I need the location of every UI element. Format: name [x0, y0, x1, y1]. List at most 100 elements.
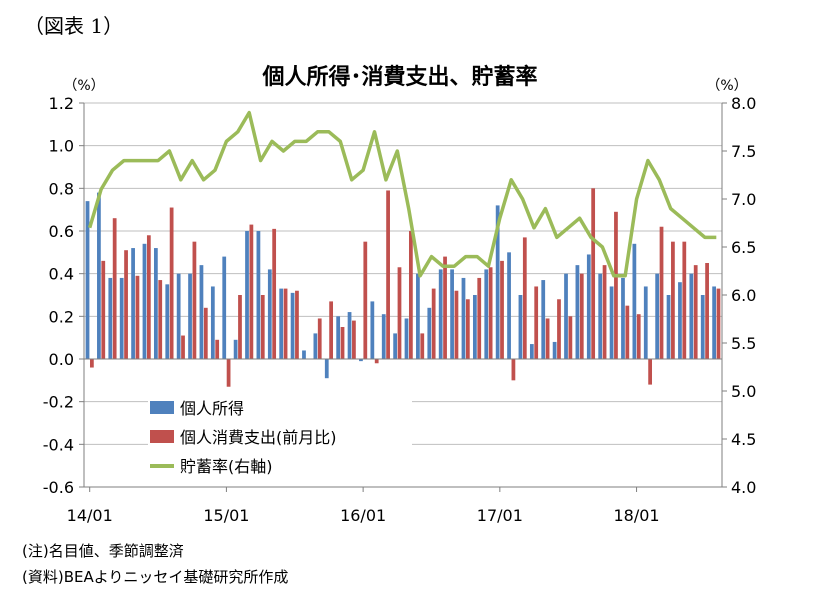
consumption-bar	[443, 256, 447, 359]
x-tick-label: 17/01	[477, 506, 523, 525]
consumption-bar	[522, 237, 527, 359]
x-tick-label: 16/01	[340, 506, 386, 525]
legend-swatch	[150, 430, 174, 443]
income-bar	[427, 307, 432, 359]
income-bar	[700, 295, 705, 359]
consumption-bar	[374, 359, 379, 364]
consumption-bar	[625, 305, 630, 359]
right-tick-label: 6.5	[731, 238, 756, 257]
consumption-bar	[511, 359, 516, 381]
left-tick-label: 0.8	[49, 179, 74, 198]
income-bar	[404, 318, 409, 359]
consumption-bar	[249, 224, 254, 359]
income-bar	[131, 248, 135, 359]
income-bar	[370, 301, 375, 359]
consumption-bar	[386, 190, 390, 359]
income-bar	[529, 344, 534, 359]
consumption-bar	[329, 301, 334, 359]
left-tick-label: 0.6	[49, 222, 74, 241]
income-bar	[142, 243, 147, 359]
income-bar	[632, 243, 637, 359]
consumption-bar	[591, 188, 596, 359]
right-tick-label: 4.0	[731, 478, 756, 497]
consumption-bar	[420, 333, 425, 359]
income-bar	[324, 359, 329, 379]
consumption-bar	[181, 335, 185, 359]
income-bar	[279, 288, 284, 359]
consumption-bar	[158, 280, 163, 359]
right-tick-label: 8.0	[731, 94, 756, 113]
income-bar	[712, 286, 717, 359]
consumption-bar	[226, 359, 231, 387]
chart-title: 個人所得･消費支出、貯蓄率	[261, 64, 537, 90]
income-bar	[598, 273, 603, 359]
right-tick-label: 7.5	[731, 142, 756, 161]
income-bar	[381, 314, 386, 359]
income-bar	[643, 286, 648, 359]
bars	[85, 188, 721, 387]
consumption-bar	[671, 241, 675, 359]
consumption-bar	[272, 228, 277, 359]
consumption-bar	[340, 327, 345, 359]
left-tick-label: 1.2	[49, 94, 74, 113]
income-bar	[222, 256, 227, 359]
left-tick-label: 0.0	[49, 350, 74, 369]
legend-label: 個人所得	[180, 399, 244, 418]
income-bar	[461, 277, 466, 359]
x-tick-label: 14/01	[67, 506, 113, 525]
consumption-bar	[693, 265, 698, 359]
consumption-bar	[352, 320, 356, 359]
income-bar	[484, 269, 489, 359]
income-bar	[359, 359, 363, 362]
consumption-bar	[124, 250, 128, 359]
consumption-bar	[534, 286, 539, 359]
income-bar	[495, 205, 500, 359]
consumption-bar	[659, 226, 664, 359]
income-bar	[153, 248, 158, 359]
legend-label: 貯蓄率(右軸)	[180, 457, 273, 476]
income-bar	[256, 231, 261, 359]
chart: 個人所得･消費支出、貯蓄率 （%） （%） 1.2 1.0 0.8 0.6 0.4 0.2…	[43, 64, 757, 525]
consumption-bar	[295, 290, 299, 359]
savings-rate-polyline	[88, 110, 717, 278]
income-bar	[678, 282, 682, 359]
consumption-bar	[465, 299, 470, 359]
income-bar	[267, 269, 272, 359]
income-bar	[302, 350, 306, 359]
right-tick-label: 7.0	[731, 190, 756, 209]
left-tick-label: -0.2	[43, 393, 74, 412]
consumption-bar	[215, 339, 220, 359]
legend-swatch	[150, 401, 174, 414]
consumption-bar	[557, 299, 561, 359]
consumption-bar	[203, 307, 208, 359]
income-bar	[575, 265, 580, 359]
income-bar	[176, 273, 181, 359]
consumption-bar	[477, 277, 482, 359]
consumption-bar	[317, 318, 322, 359]
income-bar	[347, 312, 352, 359]
chart-note: (注)名目値、季節調整済	[22, 542, 184, 560]
right-tick-label: 6.0	[731, 286, 756, 305]
left-tick-label: 0.2	[49, 307, 74, 326]
consumption-bar	[648, 359, 653, 385]
left-tick-label: -0.4	[43, 435, 74, 454]
income-bar	[188, 273, 192, 359]
income-bar	[518, 295, 523, 359]
left-tick-label: 1.0	[49, 137, 74, 156]
income-bar	[233, 339, 238, 359]
consumption-bar	[192, 241, 197, 359]
x-axis-ticks: 14/01 15/01 16/01 17/01 18/01	[67, 487, 660, 525]
consumption-bar	[146, 235, 151, 359]
consumption-bar	[283, 288, 288, 359]
legend-background	[148, 394, 412, 482]
income-bar	[336, 316, 341, 359]
income-bar	[450, 269, 454, 359]
consumption-bar	[500, 260, 504, 359]
consumption-bar	[135, 275, 140, 359]
x-tick-label: 15/01	[203, 506, 249, 525]
income-bar	[552, 341, 557, 359]
consumption-bar	[408, 231, 413, 359]
income-bar	[541, 280, 546, 359]
consumption-bar	[260, 295, 265, 359]
